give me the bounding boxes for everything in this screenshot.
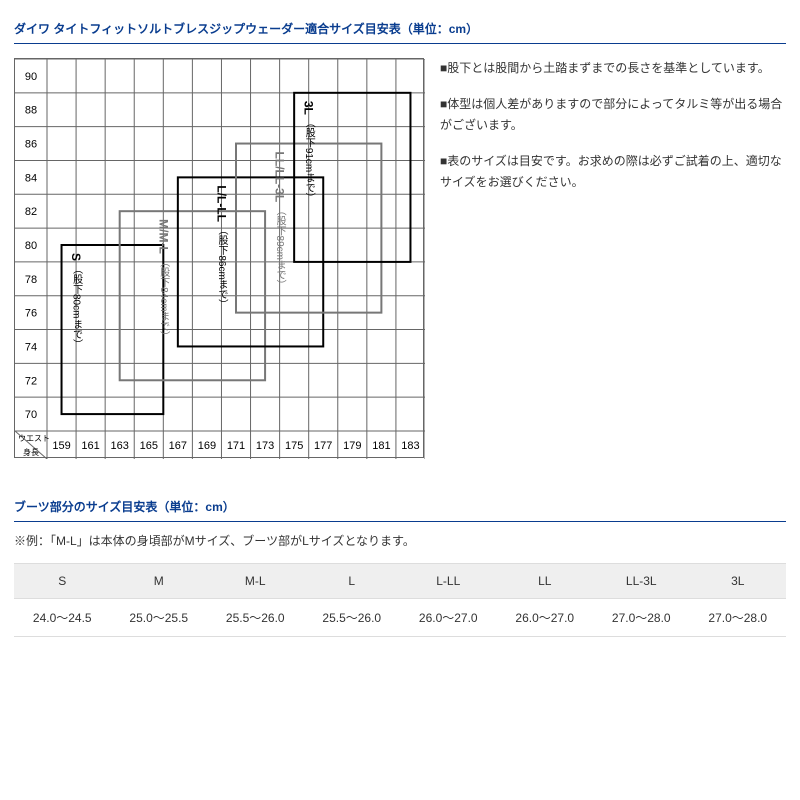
svg-text:L/L-LL （股下86cmまで）: L/L-LL （股下86cmまで） [214,185,228,309]
chart-title: ダイワ タイトフィットソルトブレスジップウェーダー適合サイズ目安表（単位：cm） [14,20,786,44]
svg-text:163: 163 [111,440,129,452]
svg-text:身長: 身長 [23,447,39,457]
svg-text:171: 171 [227,440,245,452]
svg-text:177: 177 [314,440,332,452]
boot-title: ブーツ部分のサイズ目安表（単位：cm） [14,498,786,522]
boot-cell: 24.0～24.5 [14,599,111,637]
notes: ■股下とは股間から土踏まずまでの長さを基準としています。 ■体型は個人差があります… [440,58,786,458]
svg-text:183: 183 [401,440,419,452]
svg-text:S （股下80cmまで）: S （股下80cmまで） [69,253,83,349]
svg-text:ウエスト: ウエスト [18,434,50,443]
svg-text:86: 86 [25,139,37,151]
boot-col-header: 3L [690,564,787,599]
svg-text:159: 159 [52,440,70,452]
boot-col-header: M-L [207,564,304,599]
boot-col-header: LL [497,564,594,599]
boot-cell: 26.0～27.0 [497,599,594,637]
svg-text:173: 173 [256,440,274,452]
boot-col-header: L-LL [400,564,497,599]
svg-text:70: 70 [25,409,37,421]
boot-cell: 25.0～25.5 [111,599,208,637]
boot-col-header: LL-3L [593,564,690,599]
note-line: ■表のサイズは目安です。お求めの際は必ずご試着の上、適切なサイズをお選びください… [440,151,786,192]
svg-text:88: 88 [25,105,37,117]
boot-cell: 27.0～28.0 [593,599,690,637]
boot-cell: 25.5～26.0 [207,599,304,637]
svg-text:175: 175 [285,440,303,452]
note-line: ■股下とは股間から土踏まずまでの長さを基準としています。 [440,58,786,78]
svg-text:74: 74 [25,341,37,353]
svg-text:80: 80 [25,240,37,252]
svg-text:84: 84 [25,172,37,184]
boot-cell: 25.5～26.0 [304,599,401,637]
svg-text:82: 82 [25,206,37,218]
table-row: 24.0～24.525.0～25.525.5～26.025.5～26.026.0… [14,599,786,637]
svg-text:M/M-L （股下84cmまで）: M/M-L （股下84cmまで） [156,219,170,341]
svg-text:161: 161 [81,440,99,452]
boot-size-table: SMM-LLL-LLLLLL-3L3L 24.0～24.525.0～25.525… [14,563,786,637]
svg-text:90: 90 [25,71,37,83]
svg-text:179: 179 [343,440,361,452]
size-chart: 90 88 86 84 82 80 78 76 74 72 70 159 161 163 165 167 169… [14,58,424,458]
svg-text:72: 72 [25,375,37,387]
svg-text:LL/LL-3L （股下89cmまで）: LL/LL-3L （股下89cmまで） [273,152,287,290]
boot-cell: 27.0～28.0 [690,599,787,637]
svg-text:76: 76 [25,308,37,320]
svg-text:78: 78 [25,274,37,286]
svg-text:167: 167 [169,440,187,452]
upper-section: 90 88 86 84 82 80 78 76 74 72 70 159 161 163 165 167 169… [14,58,786,458]
boot-cell: 26.0～27.0 [400,599,497,637]
boot-col-header: S [14,564,111,599]
boot-col-header: L [304,564,401,599]
svg-text:3L （股下91cmまで）: 3L （股下91cmまで） [302,101,316,203]
note-line: ■体型は個人差がありますので部分によってタルミ等が出る場合がございます。 [440,94,786,135]
svg-text:165: 165 [140,440,158,452]
svg-text:181: 181 [372,440,390,452]
table-header-row: SMM-LLL-LLLLLL-3L3L [14,564,786,599]
boot-note: ※例：「M-L」は本体の身頃部がMサイズ、ブーツ部がLサイズとなります。 [14,532,786,549]
boot-col-header: M [111,564,208,599]
svg-text:169: 169 [198,440,216,452]
